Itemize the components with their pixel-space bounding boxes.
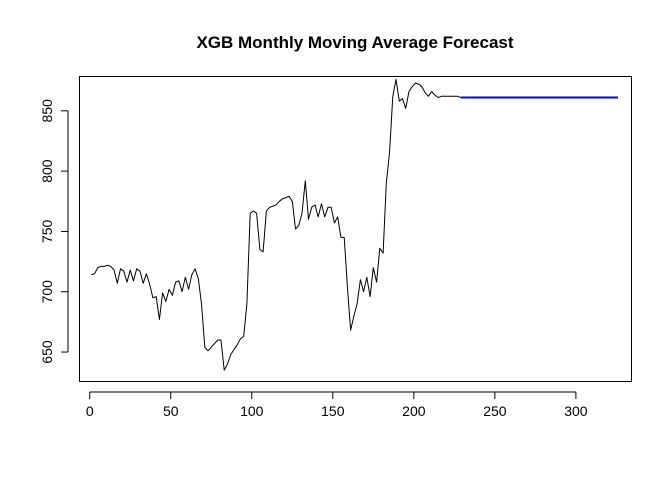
x-tick-label: 150 bbox=[321, 403, 345, 419]
y-tick-label: 850 bbox=[39, 99, 55, 123]
chart-title: XGB Monthly Moving Average Forecast bbox=[196, 33, 513, 52]
y-tick-label: 800 bbox=[39, 159, 55, 183]
x-tick-label: 300 bbox=[564, 403, 588, 419]
y-axis: 650 700 750 800 850 bbox=[39, 99, 69, 364]
x-tick-label: 50 bbox=[163, 403, 179, 419]
x-axis: 0 50 100 150 200 250 300 bbox=[86, 391, 588, 419]
y-tick-label: 650 bbox=[39, 340, 55, 364]
x-tick-label: 200 bbox=[402, 403, 426, 419]
series-line-1 bbox=[91, 78, 461, 371]
x-tick-label: 250 bbox=[483, 403, 507, 419]
x-tick-label: 0 bbox=[86, 403, 94, 419]
series-layer bbox=[91, 78, 618, 371]
y-tick-label: 750 bbox=[39, 220, 55, 244]
x-tick-label: 100 bbox=[240, 403, 264, 419]
plot-area bbox=[79, 76, 632, 382]
y-tick-label: 700 bbox=[39, 280, 55, 304]
